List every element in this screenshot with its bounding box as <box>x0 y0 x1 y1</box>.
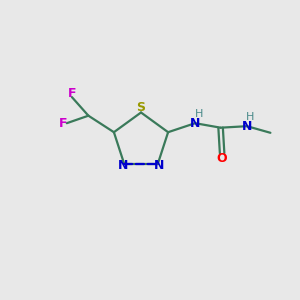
Text: H: H <box>194 109 203 119</box>
Text: N: N <box>154 159 164 172</box>
Text: N: N <box>190 117 200 130</box>
Text: F: F <box>59 117 68 130</box>
Text: H: H <box>246 112 254 122</box>
Text: N: N <box>118 159 128 172</box>
Text: N: N <box>242 120 252 133</box>
Text: F: F <box>68 87 76 100</box>
Text: O: O <box>217 152 227 165</box>
Text: S: S <box>136 100 146 114</box>
